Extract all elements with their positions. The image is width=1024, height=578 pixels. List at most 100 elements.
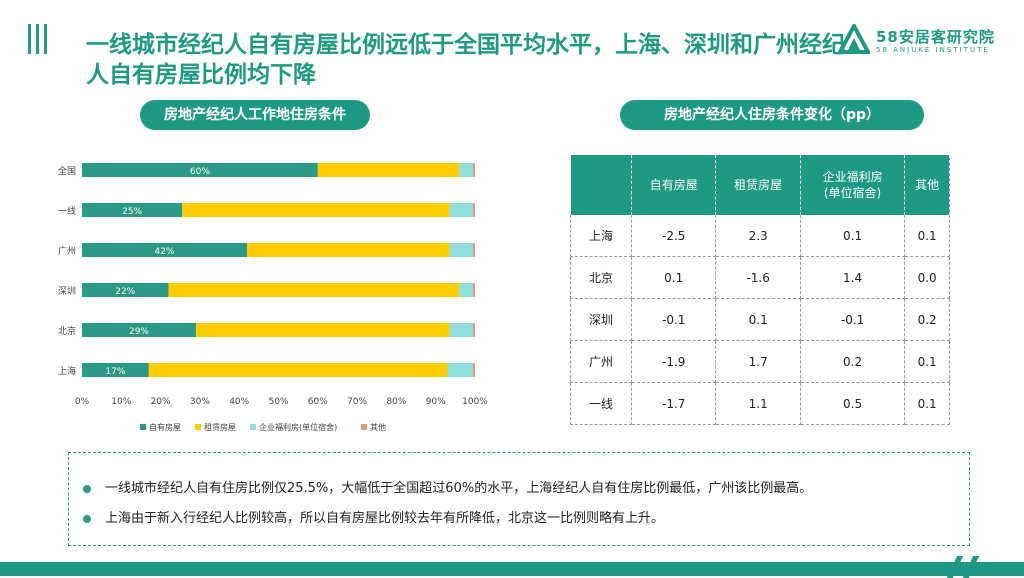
- legend-swatch: [140, 424, 146, 430]
- table-row: 上海 -2.5 2.3 0.1 0.1: [570, 215, 950, 257]
- stacked-bar-chart: 全国 60% 一线 25% 广州 42% 深圳 22% 北京 29% 上海 17% 0% 10% 20% 30…: [58, 163, 488, 432]
- bar-segment: [168, 283, 460, 297]
- bar-segment: [473, 203, 475, 217]
- bar-segment: [82, 243, 248, 257]
- table-row-label: 北京: [570, 256, 632, 299]
- table-cell: -1.6: [715, 256, 801, 299]
- bar-segment: [82, 363, 149, 377]
- bar-segment: [449, 243, 474, 257]
- table-row: 一线 -1.7 1.1 0.5 0.1: [570, 382, 950, 425]
- table-cell: 0.1: [631, 256, 717, 299]
- table-row: 深圳 -0.1 0.1 -0.1 0.2: [570, 298, 950, 341]
- category-label: 全国: [58, 165, 76, 177]
- category-label: 深圳: [58, 286, 76, 297]
- logo-text: 58安居客研究院: [876, 28, 995, 46]
- table-cell: -2.5: [631, 215, 717, 257]
- x-tick-label: 80%: [386, 397, 406, 407]
- bar-segment: [195, 323, 450, 337]
- change-table: 自有房屋 租赁房屋 企业福利房 (单位宿舍) 其他 上海 -2.5 2.3 0.1 0.1 北京 0…: [570, 155, 950, 425]
- table-header-cell: 自有房屋: [631, 155, 717, 215]
- logo-icon: [836, 21, 872, 54]
- table-cell: 0.2: [800, 340, 906, 383]
- bar-segment: [449, 203, 474, 217]
- table-header-cell: 其他: [904, 155, 950, 215]
- note-item: 上海由于新入行经纪人比例较高，所以自有房屋比例较去年有所降低，北京这一比例则略有…: [83, 507, 664, 526]
- legend-swatch: [195, 424, 201, 430]
- data-label: 60%: [190, 167, 210, 177]
- x-tick-label: 100%: [462, 397, 488, 407]
- table-cell: 1.4: [800, 256, 906, 299]
- bar-segment: [247, 243, 450, 257]
- category-label: 上海: [58, 365, 76, 377]
- bar-segment: [459, 163, 474, 177]
- data-label: 22%: [115, 287, 135, 297]
- x-tick-label: 30%: [190, 397, 210, 407]
- table-cell: 1.7: [715, 340, 801, 383]
- legend-label: 租赁房屋: [204, 422, 236, 432]
- note-text: 一线城市经纪人自有住房比例仅25.5%，大幅低于全国超过60%的水平，上海经纪人…: [105, 481, 813, 496]
- table-row-label: 一线: [570, 382, 632, 425]
- bar-segment: [473, 243, 475, 257]
- bullet-icon: [83, 484, 91, 493]
- legend-label: 自有房屋: [149, 422, 181, 432]
- table-cell: 0.1: [904, 382, 950, 425]
- x-tick-label: 60%: [308, 397, 328, 407]
- table-cell: 0.1: [800, 215, 906, 257]
- table-cell: 1.1: [715, 382, 801, 425]
- x-tick-label: 10%: [111, 397, 131, 407]
- table-cell: -1.9: [631, 340, 717, 383]
- note-item: 一线城市经纪人自有住房比例仅25.5%，大幅低于全国超过60%的水平，上海经纪人…: [83, 477, 812, 496]
- table-header-cell: 企业福利房 (单位宿舍): [800, 155, 906, 215]
- bar-segment: [82, 283, 169, 297]
- table-cell: 0.5: [800, 382, 906, 425]
- data-label: 42%: [155, 247, 175, 257]
- logo-subtext: 58 ANJUKE INSTITUTE: [876, 46, 990, 54]
- table-cell: -0.1: [631, 298, 717, 341]
- bar-segment: [182, 203, 450, 217]
- bullet-icon: [83, 514, 91, 523]
- table-row-label: 上海: [570, 215, 632, 257]
- page-title: 一线城市经纪人自有房屋比例远低于全国平均水平，上海、深圳和广州经纪人自有房屋比例…: [86, 32, 845, 88]
- table-cell: 0.1: [715, 298, 801, 341]
- x-tick-label: 70%: [347, 397, 367, 407]
- category-label: 一线: [58, 205, 76, 217]
- data-label: 17%: [105, 367, 125, 377]
- footer-band: [0, 562, 1024, 576]
- bar-segment: [82, 203, 183, 217]
- bar-segment: [449, 323, 474, 337]
- bar-segment: [473, 283, 475, 297]
- bar-segment: [447, 363, 474, 377]
- table-row-label: 深圳: [570, 298, 632, 341]
- table-cell: 2.3: [715, 215, 801, 257]
- legend-label: 其他: [370, 422, 386, 432]
- x-tick-label: 40%: [229, 397, 249, 407]
- table-header-cell: 租赁房屋: [715, 155, 801, 215]
- chart-section-title: 房地产经纪人工作地住房条件: [140, 100, 370, 130]
- table-row: 北京 0.1 -1.6 1.4 0.0: [570, 256, 950, 299]
- table-cell: -0.1: [800, 298, 906, 341]
- bar-segment: [473, 323, 475, 337]
- data-label: 29%: [129, 327, 149, 337]
- notes-box: 一线城市经纪人自有住房比例仅25.5%，大幅低于全国超过60%的水平，上海经纪人…: [68, 452, 970, 546]
- table-cell: 0.0: [904, 256, 950, 299]
- table-cell: 0.1: [904, 340, 950, 383]
- note-text: 上海由于新入行经纪人比例较高，所以自有房屋比例较去年有所降低，北京这一比例则略有…: [105, 511, 665, 526]
- table-row: 广州 -1.9 1.7 0.2 0.1: [570, 340, 950, 383]
- x-tick-label: 90%: [426, 397, 446, 407]
- legend-label: 企业福利房(单位宿舍): [259, 422, 337, 432]
- bar-segment: [473, 163, 475, 177]
- table-cell: -1.7: [631, 382, 717, 425]
- table-header-cell: [570, 155, 632, 215]
- bar-segment: [82, 323, 196, 337]
- data-label: 25%: [122, 207, 142, 217]
- table-body: 上海 -2.5 2.3 0.1 0.1 北京 0.1 -1.6 1.4 0.0 深圳 -0.1 0.1-…: [570, 215, 950, 425]
- x-tick-label: 50%: [268, 397, 288, 407]
- title-decoration: [28, 24, 54, 56]
- bar-segment: [82, 163, 318, 177]
- category-label: 北京: [58, 325, 76, 337]
- logo: 58安居客研究院 58 ANJUKE INSTITUTE: [836, 21, 1008, 58]
- bar-segment: [317, 163, 460, 177]
- bar-segment: [148, 363, 448, 377]
- x-tick-label: 0%: [75, 397, 90, 407]
- x-tick-label: 20%: [151, 397, 171, 407]
